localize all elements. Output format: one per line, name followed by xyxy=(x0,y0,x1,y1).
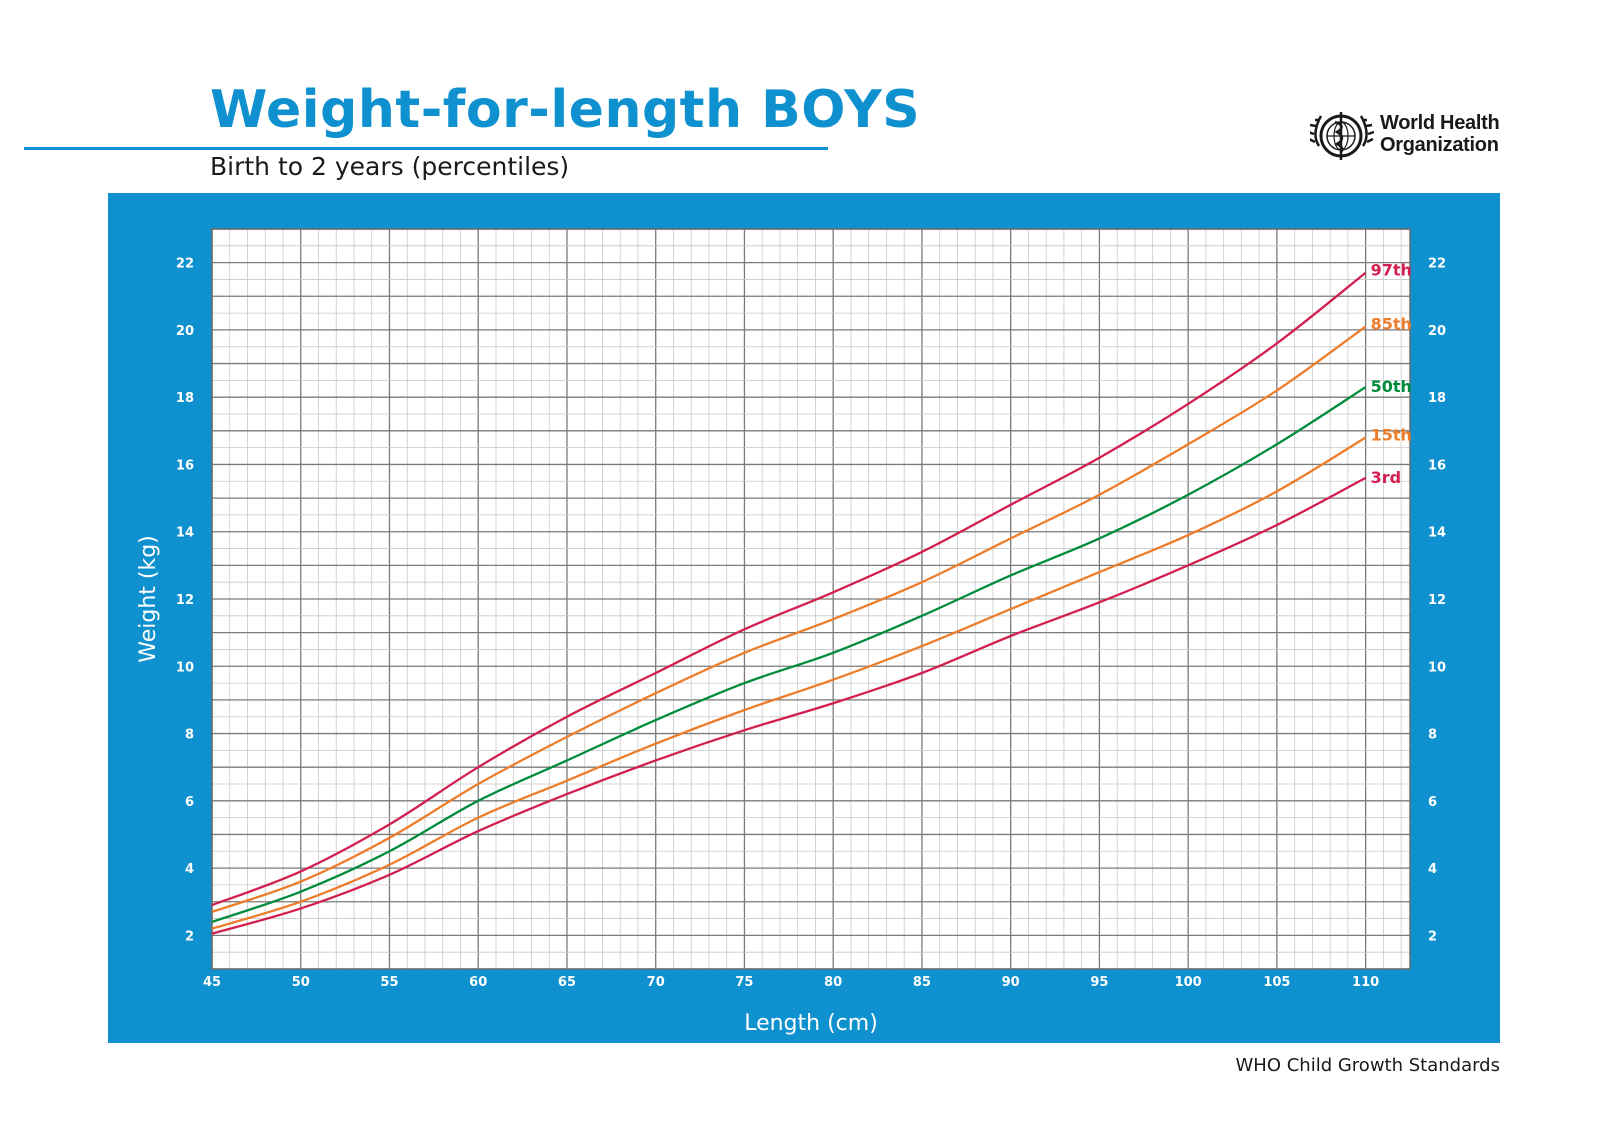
x-tick-label: 80 xyxy=(824,975,842,990)
x-tick-label: 110 xyxy=(1352,975,1379,990)
y-tick-label-left: 20 xyxy=(176,324,194,339)
plot-border xyxy=(211,228,1411,970)
y-tick-label-left: 18 xyxy=(176,391,194,406)
x-tick-label: 60 xyxy=(469,975,487,990)
y-tick-label-left: 4 xyxy=(185,862,194,877)
page-title: Weight-for-length BOYS xyxy=(210,80,921,140)
y-tick-label-right: 16 xyxy=(1428,458,1446,473)
who-logo-line2: Organization xyxy=(1380,134,1499,156)
y-tick-label-right: 4 xyxy=(1428,862,1437,877)
series-line-50th xyxy=(211,386,1367,923)
x-tick-label: 70 xyxy=(647,975,665,990)
y-tick-label-right: 14 xyxy=(1428,526,1446,541)
y-axis-label: Weight (kg) xyxy=(136,535,161,663)
x-tick-label: 105 xyxy=(1263,975,1290,990)
title-underline xyxy=(24,147,828,150)
y-tick-label-right: 12 xyxy=(1428,593,1446,608)
y-tick-label-right: 8 xyxy=(1428,728,1437,743)
x-tick-label: 65 xyxy=(558,975,576,990)
y-tick-label-left: 8 xyxy=(185,728,194,743)
y-tick-label-left: 2 xyxy=(185,929,194,944)
y-tick-label-right: 22 xyxy=(1428,257,1446,272)
x-tick-label: 85 xyxy=(913,975,931,990)
page-subtitle: Birth to 2 years (percentiles) xyxy=(210,152,570,181)
series-line-15th xyxy=(211,436,1367,930)
x-axis-label: Length (cm) xyxy=(744,1011,878,1036)
series-line-85th xyxy=(211,325,1367,913)
who-logo-line1: World Health xyxy=(1380,112,1500,134)
series-label-50th: 50th xyxy=(1371,377,1412,396)
x-tick-label: 50 xyxy=(292,975,310,990)
grid-lines xyxy=(211,228,1410,970)
series-label-3rd: 3rd xyxy=(1371,468,1401,487)
y-tick-label-left: 16 xyxy=(176,458,194,473)
x-tick-label: 90 xyxy=(1002,975,1020,990)
y-tick-label-right: 6 xyxy=(1428,795,1437,810)
x-tick-label: 55 xyxy=(380,975,398,990)
series-label-97th: 97th xyxy=(1371,261,1412,280)
y-tick-label-right: 2 xyxy=(1428,929,1437,944)
x-tick-label: 95 xyxy=(1090,975,1108,990)
y-tick-label-left: 10 xyxy=(176,660,194,675)
who-logo-text: World Health Organization xyxy=(1380,112,1500,156)
series-line-3rd xyxy=(211,476,1367,935)
y-tick-label-right: 20 xyxy=(1428,324,1446,339)
footer-credit: WHO Child Growth Standards xyxy=(1235,1055,1501,1076)
x-tick-label: 75 xyxy=(735,975,753,990)
series-line-97th xyxy=(211,271,1367,907)
y-tick-label-left: 22 xyxy=(176,257,194,272)
series-label-15th: 15th xyxy=(1371,426,1412,445)
x-tick-label: 100 xyxy=(1175,975,1202,990)
who-emblem-icon xyxy=(1310,112,1375,160)
y-tick-label-left: 6 xyxy=(185,795,194,810)
y-tick-label-left: 12 xyxy=(176,593,194,608)
y-tick-label-right: 10 xyxy=(1428,660,1446,675)
series-label-85th: 85th xyxy=(1371,315,1412,334)
y-tick-label-left: 14 xyxy=(176,526,194,541)
y-tick-label-right: 18 xyxy=(1428,391,1446,406)
x-tick-label: 45 xyxy=(203,975,221,990)
